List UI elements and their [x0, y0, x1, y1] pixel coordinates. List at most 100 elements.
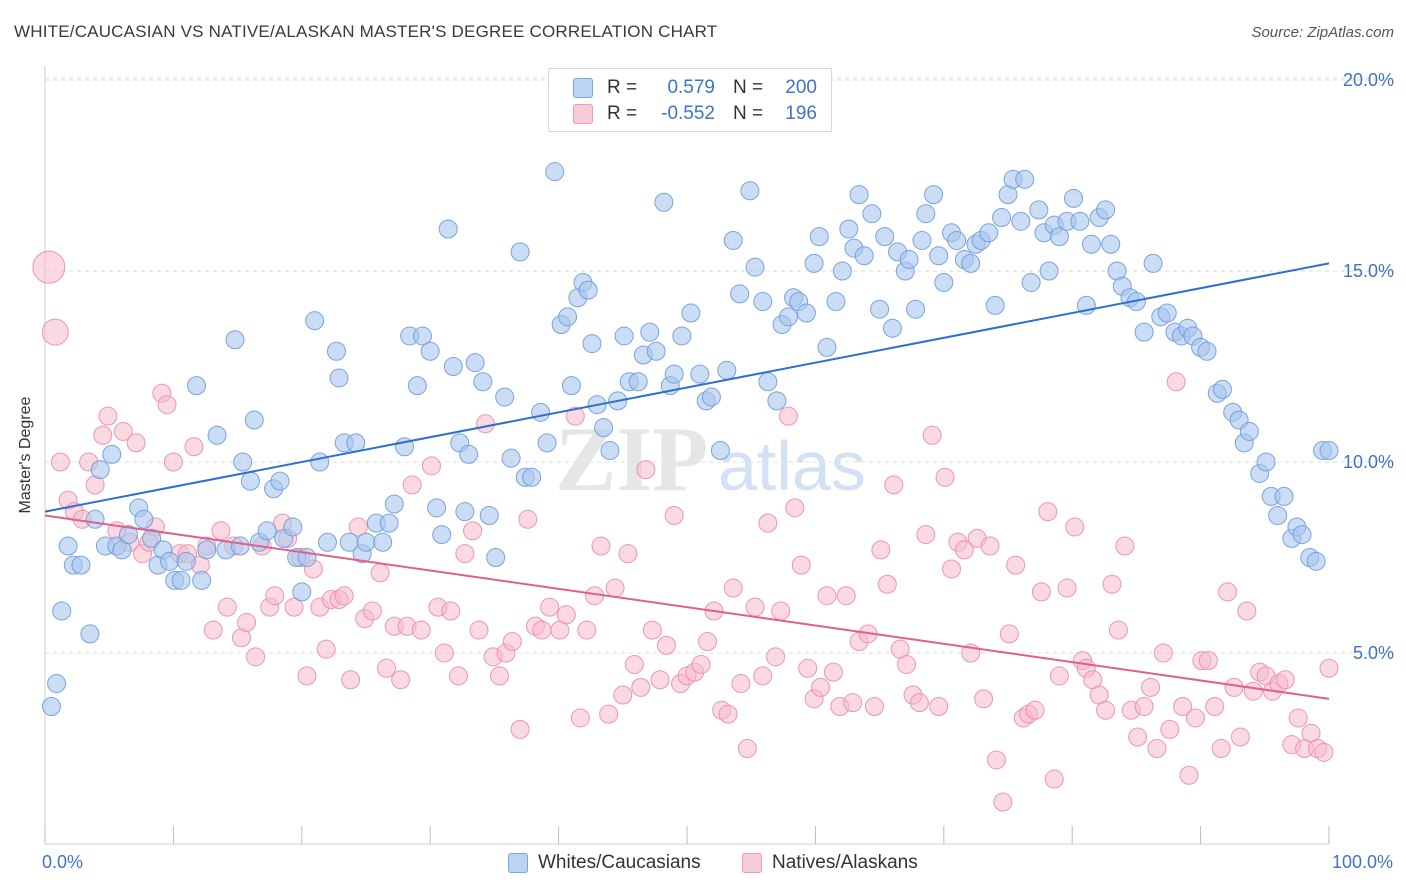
watermark-atlas: atlas: [718, 427, 866, 505]
white-point: [654, 192, 674, 212]
white-point: [1081, 234, 1101, 254]
native-point: [455, 544, 475, 564]
white-point: [134, 509, 154, 529]
native-point: [502, 632, 522, 652]
white-point: [1197, 341, 1217, 361]
r-label: R =: [607, 77, 638, 98]
native-point: [126, 433, 146, 453]
r-label: R =: [607, 103, 638, 124]
white-point: [171, 570, 191, 590]
white-point: [1070, 211, 1090, 231]
native-point: [1160, 719, 1180, 739]
y-axis-label: Master's Degree: [17, 396, 34, 514]
y-tick-label: 20.0%: [1343, 70, 1394, 90]
white-point: [522, 467, 542, 487]
white-point: [479, 505, 499, 525]
watermark-zip: ZIP: [555, 408, 708, 510]
native-point: [1065, 517, 1085, 537]
native-point: [624, 654, 644, 674]
white-point: [1021, 272, 1041, 292]
white-point: [767, 391, 787, 411]
white-point: [118, 525, 138, 545]
native-point: [284, 597, 304, 617]
native-point: [631, 677, 651, 697]
native-point: [1108, 620, 1128, 640]
native-point: [929, 696, 949, 716]
legend-item-natives[interactable]: Natives/Alaskans: [742, 852, 918, 874]
native-point: [448, 666, 468, 686]
native-point: [41, 318, 69, 346]
white-point: [160, 551, 180, 571]
native-point: [864, 696, 884, 716]
trend-lines: [44, 262, 1330, 700]
white-point: [740, 181, 760, 201]
white-point: [753, 292, 773, 312]
y-tick-label: 5.0%: [1353, 643, 1394, 663]
white-point: [924, 185, 944, 205]
native-point: [798, 658, 818, 678]
native-point: [184, 437, 204, 457]
native-point: [1134, 696, 1154, 716]
white-point: [979, 223, 999, 243]
native-point: [613, 685, 633, 705]
white-point: [809, 227, 829, 247]
white-point: [1101, 234, 1121, 254]
white-point: [1015, 169, 1035, 189]
white-point: [187, 376, 207, 396]
native-point: [297, 666, 317, 686]
native-point: [642, 620, 662, 640]
native-point: [618, 544, 638, 564]
series-legend: Whites/Caucasians Natives/Alaskans: [0, 852, 1406, 878]
zipatlas-watermark: ZIP atlas: [555, 408, 866, 510]
white-point: [329, 368, 349, 388]
white-point: [614, 326, 634, 346]
white-point: [427, 498, 447, 518]
n-value: 200: [785, 77, 817, 98]
white-point: [257, 521, 277, 541]
native-point: [811, 677, 831, 697]
white-point: [870, 299, 890, 319]
white-point: [270, 471, 290, 491]
native-point: [510, 719, 530, 739]
native-point: [817, 586, 837, 606]
white-point: [465, 353, 485, 373]
x-tick-label-max: 100.0%: [1331, 852, 1393, 872]
white-point: [230, 536, 250, 556]
white-point: [1256, 452, 1276, 472]
white-point: [1134, 322, 1154, 342]
white-point: [455, 502, 475, 522]
native-point: [1224, 677, 1244, 697]
white-point: [992, 208, 1012, 228]
native-point: [475, 414, 495, 434]
native-point: [999, 624, 1019, 644]
native-point: [246, 647, 266, 667]
white-point: [432, 525, 452, 545]
white-point: [947, 230, 967, 250]
native-point: [823, 662, 843, 682]
native-point: [50, 452, 70, 472]
white-point: [826, 292, 846, 312]
white-point: [664, 364, 684, 384]
legend-swatch-pink: [742, 853, 762, 873]
native-point: [942, 559, 962, 579]
native-point: [935, 467, 955, 487]
white-point: [723, 230, 743, 250]
white-point: [233, 452, 253, 472]
white-point: [961, 253, 981, 273]
native-point: [441, 601, 461, 621]
native-point: [362, 601, 382, 621]
native-point: [771, 601, 791, 621]
native-point: [1179, 765, 1199, 785]
legend-item-whites[interactable]: Whites/Caucasians: [508, 852, 701, 874]
native-point: [265, 586, 285, 606]
white-point: [912, 230, 932, 250]
white-point: [578, 280, 598, 300]
legend-label-whites: Whites/Caucasians: [538, 852, 701, 873]
native-point: [993, 792, 1013, 812]
native-point: [532, 620, 552, 640]
native-point: [316, 639, 336, 659]
legend-label-natives: Natives/Alaskans: [772, 852, 918, 873]
white-point: [804, 253, 824, 273]
whites-caucasians-points: [41, 162, 1339, 716]
correlation-legend: R = 0.579 N = 200 R = -0.552 N = 196: [548, 68, 832, 132]
